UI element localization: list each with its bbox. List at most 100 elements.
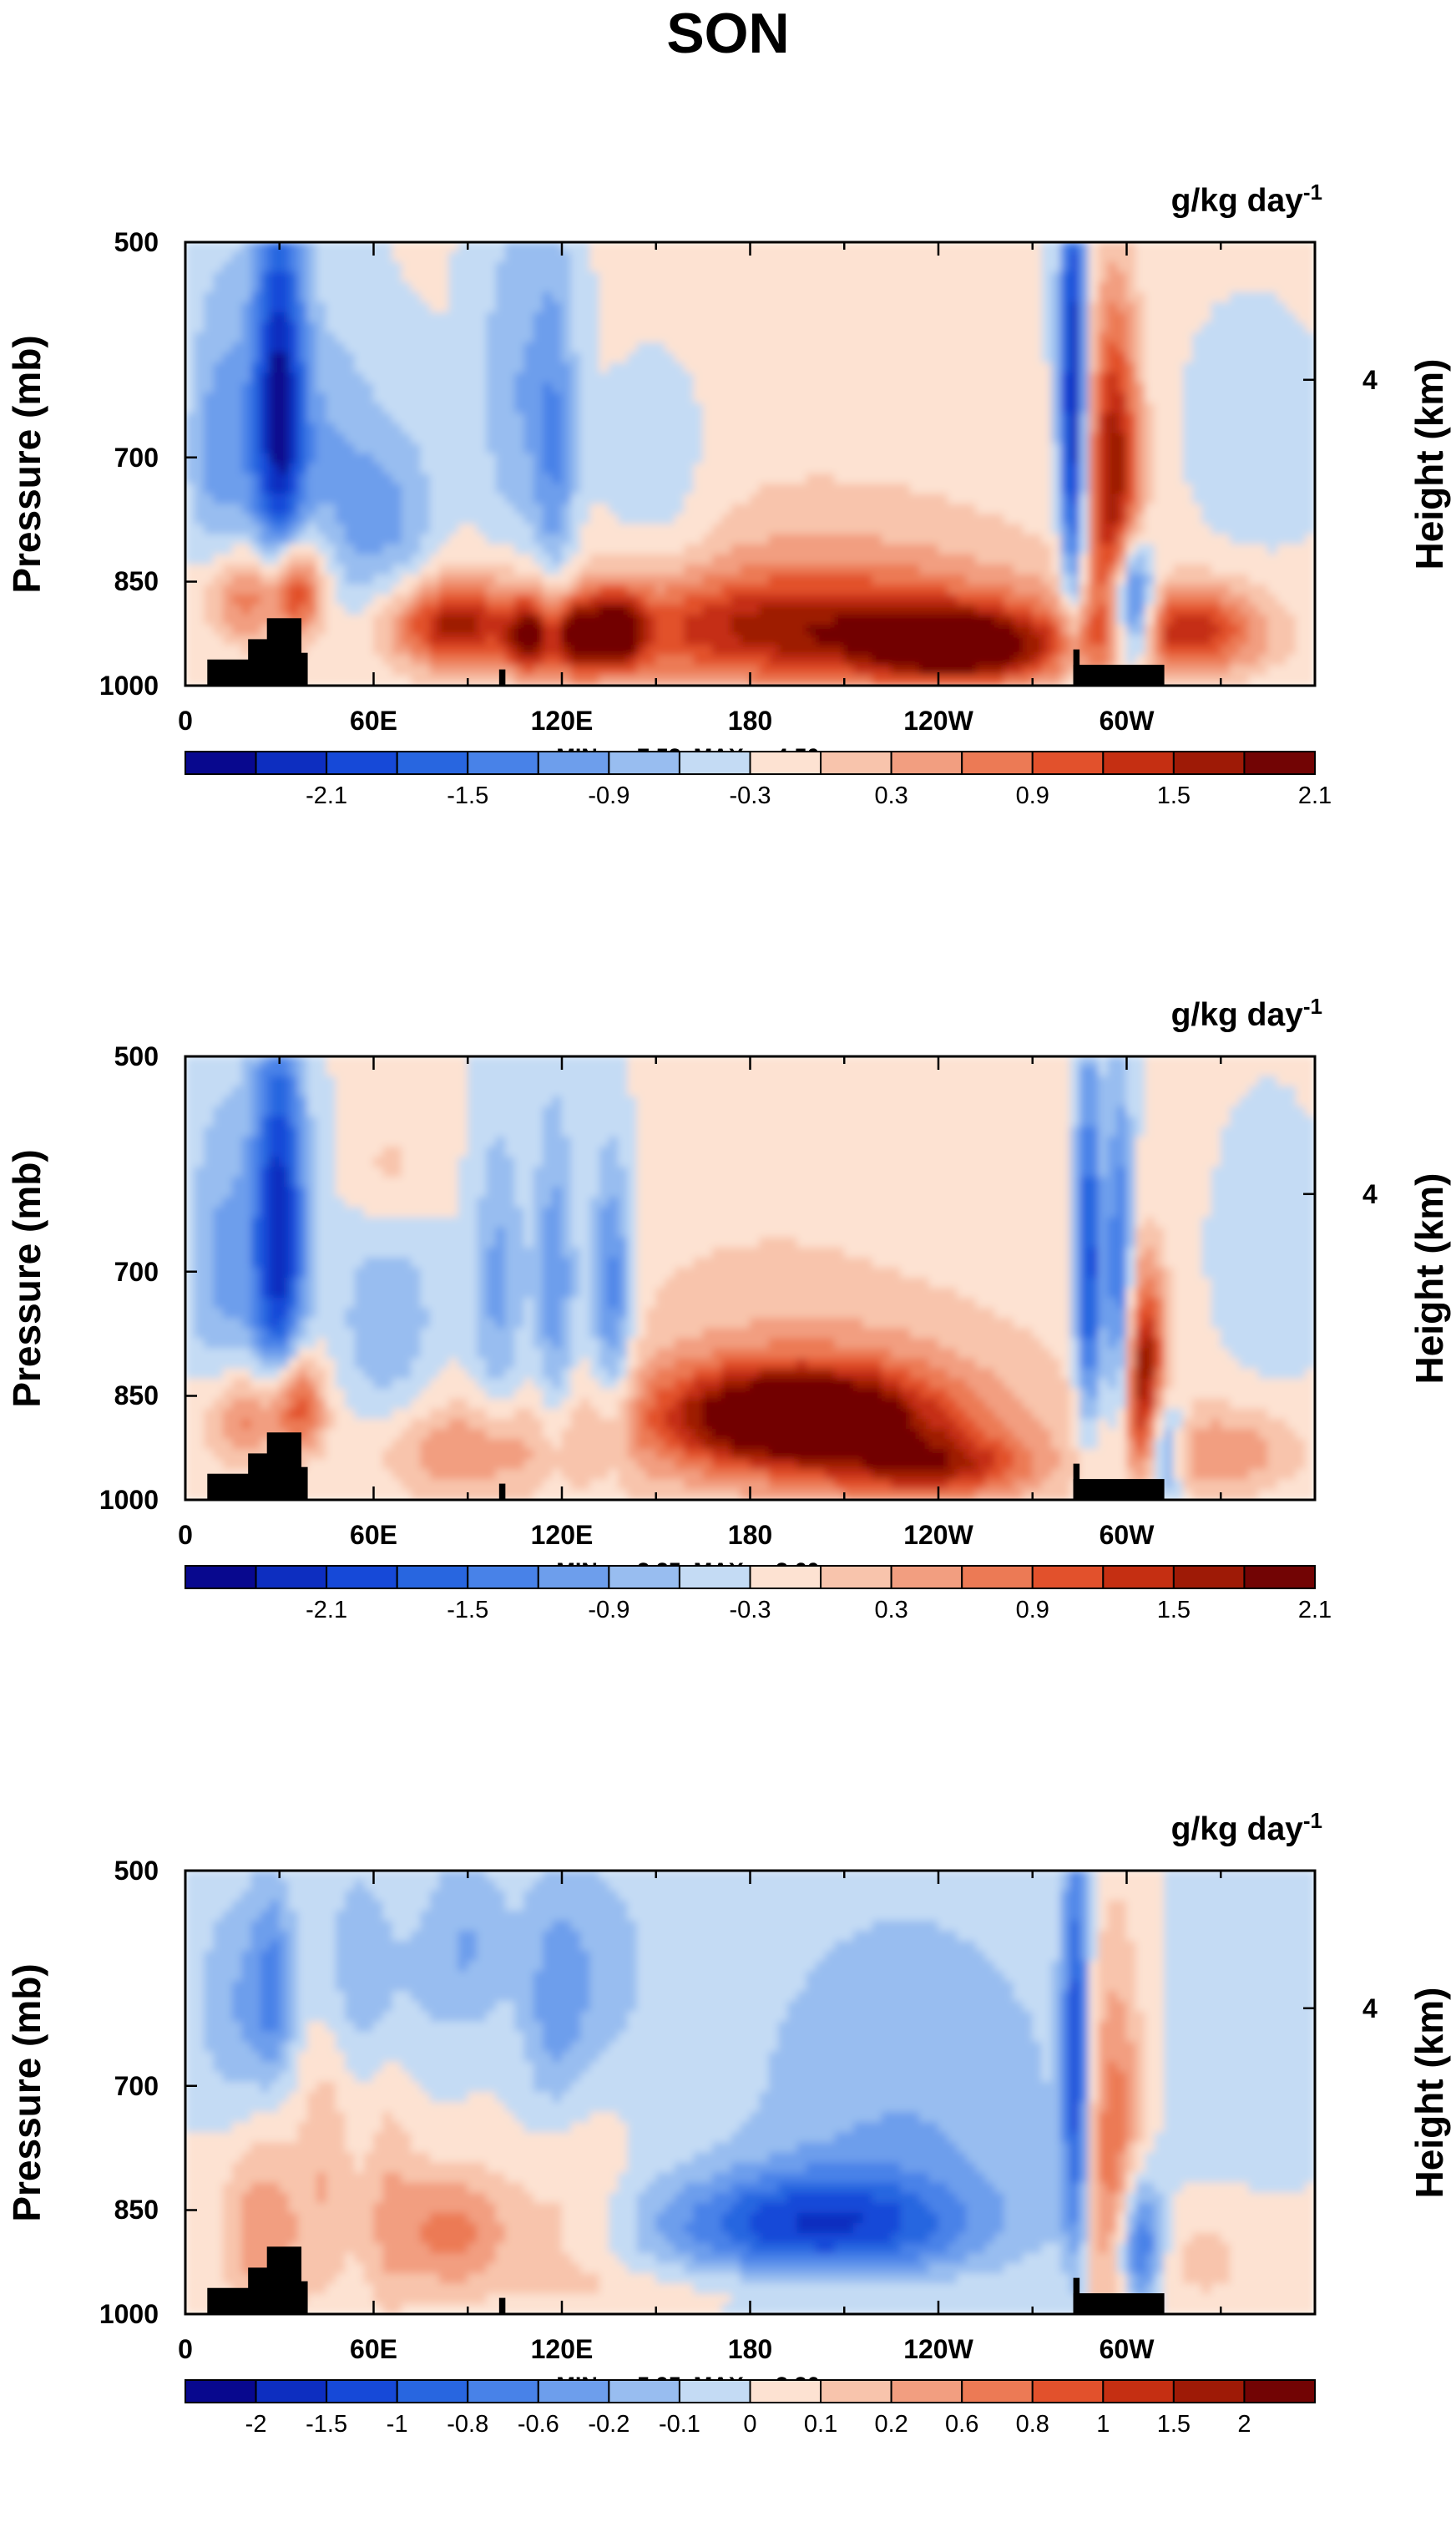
field-cell bbox=[862, 555, 872, 565]
field-cell bbox=[241, 393, 251, 404]
field-cell bbox=[232, 514, 242, 524]
field-cell bbox=[966, 443, 976, 454]
field-cell bbox=[721, 534, 731, 545]
field-cell bbox=[627, 555, 637, 565]
field-cell bbox=[468, 332, 478, 343]
field-cell bbox=[891, 565, 901, 575]
field-cell bbox=[279, 605, 289, 615]
field-cell bbox=[430, 544, 440, 555]
field-cell bbox=[693, 474, 703, 484]
field-cell bbox=[1117, 544, 1127, 555]
field-cell bbox=[731, 383, 741, 394]
field-cell bbox=[966, 322, 976, 333]
field-cell bbox=[750, 494, 760, 504]
field-cell bbox=[533, 463, 543, 474]
field-cell bbox=[486, 332, 496, 343]
field-cell bbox=[599, 393, 609, 404]
field-cell bbox=[731, 413, 741, 424]
field-cell bbox=[825, 585, 835, 595]
field-cell bbox=[919, 585, 929, 595]
field-cell bbox=[373, 453, 383, 464]
field-cell bbox=[448, 322, 458, 333]
field-cell bbox=[637, 474, 647, 484]
field-cell bbox=[948, 635, 958, 646]
field-cell bbox=[759, 555, 769, 565]
field-cell bbox=[618, 474, 628, 484]
field-cell bbox=[392, 474, 402, 484]
field-cell bbox=[496, 403, 506, 414]
field-cell bbox=[1221, 555, 1231, 565]
field-cell bbox=[778, 332, 788, 343]
field-cell bbox=[712, 332, 722, 343]
field-cell bbox=[1164, 463, 1174, 474]
field-cell bbox=[316, 252, 326, 263]
field-cell bbox=[796, 514, 806, 524]
field-cell bbox=[910, 292, 920, 303]
field-cell bbox=[910, 302, 920, 313]
field-cell bbox=[1032, 272, 1042, 283]
field-cell bbox=[966, 514, 976, 524]
field-cell bbox=[232, 453, 242, 464]
field-cell bbox=[1230, 252, 1240, 263]
field-cell bbox=[279, 282, 289, 293]
field-cell bbox=[1042, 413, 1052, 424]
field-cell bbox=[523, 494, 533, 504]
field-cell bbox=[571, 393, 581, 404]
field-cell bbox=[825, 615, 835, 625]
field-cell bbox=[204, 262, 214, 273]
field-cell bbox=[514, 484, 524, 494]
field-cell bbox=[1079, 645, 1089, 656]
field-cell bbox=[250, 352, 260, 363]
field-cell bbox=[919, 645, 929, 656]
field-cell bbox=[769, 524, 779, 534]
field-cell bbox=[345, 494, 355, 504]
field-cell bbox=[1249, 403, 1259, 414]
field-cell bbox=[543, 484, 553, 494]
field-cell bbox=[1060, 342, 1070, 353]
field-cell bbox=[1277, 595, 1287, 605]
field-cell bbox=[684, 544, 694, 555]
field-cell bbox=[1258, 605, 1268, 615]
field-cell bbox=[796, 484, 806, 494]
field-cell bbox=[392, 484, 402, 494]
field-cell bbox=[1183, 605, 1193, 615]
field-cell bbox=[571, 272, 581, 283]
field-cell bbox=[646, 615, 656, 625]
field-cell bbox=[844, 272, 854, 283]
field-cell bbox=[1258, 383, 1268, 394]
field-cell bbox=[646, 575, 656, 585]
field-cell bbox=[731, 393, 741, 404]
field-cell bbox=[957, 342, 967, 353]
field-cell bbox=[948, 463, 958, 474]
field-cell bbox=[439, 494, 449, 504]
field-cell bbox=[1173, 635, 1183, 646]
field-cell bbox=[1060, 605, 1070, 615]
field-cell bbox=[270, 484, 280, 494]
field-cell bbox=[731, 504, 741, 514]
field-cell bbox=[816, 605, 826, 615]
field-cell bbox=[364, 453, 374, 464]
field-cell bbox=[345, 514, 355, 524]
field-cell bbox=[684, 443, 694, 454]
field-cell bbox=[241, 362, 251, 373]
field-cell bbox=[1069, 555, 1079, 565]
field-cell bbox=[1032, 625, 1042, 636]
field-cell bbox=[1249, 332, 1259, 343]
field-cell bbox=[430, 252, 440, 263]
field-cell bbox=[420, 282, 430, 293]
field-cell bbox=[769, 292, 779, 303]
field-cell bbox=[665, 595, 675, 605]
field-cell bbox=[712, 342, 722, 353]
field-cell bbox=[232, 302, 242, 313]
field-cell bbox=[543, 423, 553, 434]
field-cell bbox=[364, 575, 374, 585]
field-cell bbox=[1230, 605, 1240, 615]
field-cell bbox=[552, 383, 562, 394]
field-cell bbox=[741, 565, 751, 575]
field-cell bbox=[1287, 625, 1297, 636]
field-cell bbox=[825, 645, 835, 656]
field-cell bbox=[402, 565, 412, 575]
field-cell bbox=[345, 585, 355, 595]
field-cell bbox=[872, 403, 882, 414]
field-cell bbox=[599, 423, 609, 434]
